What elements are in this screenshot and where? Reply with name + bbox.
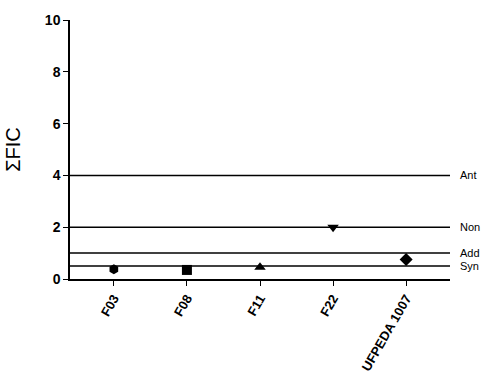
svg-text:2: 2 bbox=[53, 219, 61, 235]
svg-text:8: 8 bbox=[53, 64, 61, 80]
svg-text:Syn: Syn bbox=[460, 260, 479, 272]
svg-text:Add: Add bbox=[460, 247, 480, 259]
svg-text:0: 0 bbox=[53, 271, 61, 287]
svg-text:6: 6 bbox=[53, 116, 61, 132]
svg-text:F08: F08 bbox=[171, 292, 195, 319]
svg-text:4: 4 bbox=[53, 167, 61, 183]
svg-text:UFPEDA 1007: UFPEDA 1007 bbox=[359, 292, 415, 374]
svg-text:ΣFIC: ΣFIC bbox=[2, 127, 24, 172]
svg-text:Non: Non bbox=[460, 221, 480, 233]
svg-text:F11: F11 bbox=[244, 292, 268, 318]
svg-text:10: 10 bbox=[45, 12, 61, 28]
svg-text:F03: F03 bbox=[98, 292, 122, 319]
svg-text:Ant: Ant bbox=[460, 169, 477, 181]
svg-text:F22: F22 bbox=[317, 292, 341, 319]
